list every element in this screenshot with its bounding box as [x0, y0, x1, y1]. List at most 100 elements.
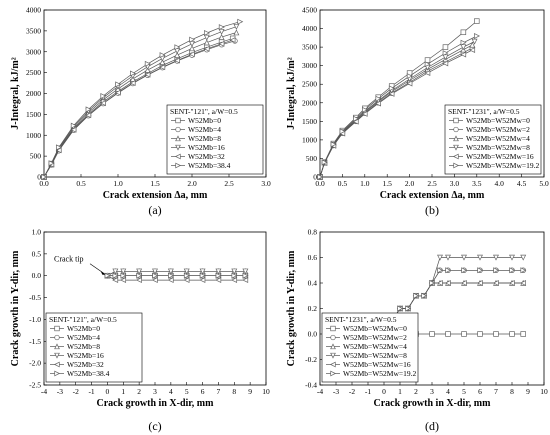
- legend-marker: [54, 370, 61, 377]
- data-point: [520, 267, 527, 274]
- chart-panel-1: 0.0 0.5 1.0 1.5 2.0 2.5 3.0 0 500 1000 1500 2000 250…: [10, 6, 271, 218]
- y-tick-label: 0.6: [308, 253, 318, 262]
- x-tick-label: 4.5: [517, 179, 527, 188]
- data-point: [112, 277, 119, 284]
- y-tick-label: 2500: [302, 80, 317, 89]
- data-point: [100, 93, 107, 99]
- panel-label: (b): [425, 203, 439, 217]
- legend-marker: [453, 135, 459, 142]
- y-tick-label: -1.0: [29, 315, 41, 324]
- data-point: [112, 268, 119, 275]
- y-tick-label: 500: [306, 154, 318, 163]
- y-tick-label: 1.0: [32, 228, 42, 237]
- x-tick-label: 0.5: [338, 179, 348, 188]
- legend-entry: W52Mb=32: [67, 360, 104, 369]
- data-point: [477, 331, 483, 337]
- legend-marker: [453, 162, 460, 169]
- legend-entry: W52Mb=32: [188, 152, 225, 161]
- data-point: [424, 61, 431, 68]
- data-point: [474, 18, 480, 24]
- data-point: [520, 331, 526, 337]
- data-point: [237, 18, 244, 25]
- x-tick-label: 0: [382, 387, 386, 396]
- y-tick-label: 0: [37, 173, 41, 182]
- legend-entry: W52Mb=W52Mw=0: [466, 116, 530, 125]
- data-point: [477, 267, 484, 274]
- y-tick-label: -0.4: [305, 381, 317, 390]
- data-point: [442, 50, 449, 57]
- data-point: [361, 110, 368, 117]
- legend-marker: [453, 126, 459, 133]
- legend-box: [166, 104, 264, 175]
- crack-tip-annotation: Crack tip: [54, 255, 84, 264]
- legend-box: [321, 312, 419, 383]
- data-point: [509, 331, 515, 337]
- data-point: [353, 115, 360, 122]
- legend-entry: W52Mb=W52Mw=16: [466, 152, 534, 161]
- x-tick-label: 8: [510, 387, 514, 396]
- series-6: [41, 18, 244, 180]
- data-point: [70, 126, 77, 133]
- data-point: [188, 51, 195, 58]
- x-tick-label: -4: [41, 387, 47, 396]
- y-tick-label: 0.5: [32, 249, 42, 258]
- y-tick-label: 3500: [26, 26, 41, 35]
- data-point: [231, 268, 238, 275]
- data-point: [461, 331, 467, 337]
- x-tick-label: 6: [201, 387, 205, 396]
- legend-marker: [54, 334, 60, 341]
- data-point: [218, 24, 225, 31]
- data-point: [204, 29, 210, 36]
- legend-marker: [54, 343, 60, 350]
- data-point: [130, 70, 136, 77]
- data-point: [429, 280, 436, 286]
- data-point: [129, 80, 136, 87]
- y-tick-label: 1500: [26, 110, 41, 119]
- legend: SENT-"1231", a/W=0.5W52Mb=W52Mw=0W52Mb=W…: [444, 104, 542, 175]
- data-point: [388, 90, 395, 97]
- data-point: [159, 52, 166, 59]
- legend-marker: [330, 325, 336, 332]
- data-point: [104, 272, 111, 279]
- data-point: [168, 272, 175, 279]
- data-point: [218, 40, 225, 47]
- data-point: [397, 305, 404, 312]
- data-point: [85, 106, 92, 113]
- y-tick-label: 2000: [302, 98, 317, 107]
- data-point: [474, 33, 480, 39]
- data-point: [174, 51, 181, 58]
- legend-box: [45, 312, 143, 383]
- data-point: [330, 141, 337, 148]
- x-tick-label: 2.0: [405, 179, 415, 188]
- x-tick-label: 8: [232, 387, 236, 396]
- data-point: [231, 277, 238, 284]
- legend-entry: W52Mb=16: [188, 143, 225, 152]
- legend-entry: W52Mb=W52Mw=19.2: [466, 161, 539, 170]
- x-tick-label: 1.0: [360, 179, 370, 188]
- x-tick-label: 4.0: [495, 179, 505, 188]
- data-point: [476, 280, 483, 286]
- legend-entry: W52Mb=0: [67, 324, 100, 333]
- data-point: [405, 305, 412, 312]
- x-tick-label: -2: [349, 387, 355, 396]
- data-point: [233, 23, 240, 30]
- data-point: [317, 174, 324, 180]
- data-point: [215, 268, 222, 275]
- data-point: [460, 44, 467, 51]
- data-point: [375, 95, 382, 102]
- y-tick-label: 4500: [302, 6, 317, 15]
- y-tick-label: 1500: [302, 117, 317, 126]
- legend-marker: [453, 144, 459, 151]
- legend-entry: W52Mb=8: [188, 134, 221, 143]
- data-point: [114, 89, 121, 96]
- legend-entry: W52Mb=W52Mw=19.2: [343, 369, 416, 378]
- legend-entry: W52Mb=W52Mw=2: [466, 125, 530, 134]
- y-tick-label: 0.8: [308, 228, 318, 237]
- data-point: [203, 34, 210, 41]
- data-point: [437, 254, 443, 261]
- legend-marker: [330, 370, 337, 377]
- data-point: [461, 267, 468, 274]
- x-tick-label: 3: [153, 387, 157, 396]
- legend-entry: W52Mb=4: [67, 333, 100, 342]
- legend: SENT-"121", a/W=0.5W52Mb=0W52Mb=4W52Mb=8…: [45, 312, 143, 383]
